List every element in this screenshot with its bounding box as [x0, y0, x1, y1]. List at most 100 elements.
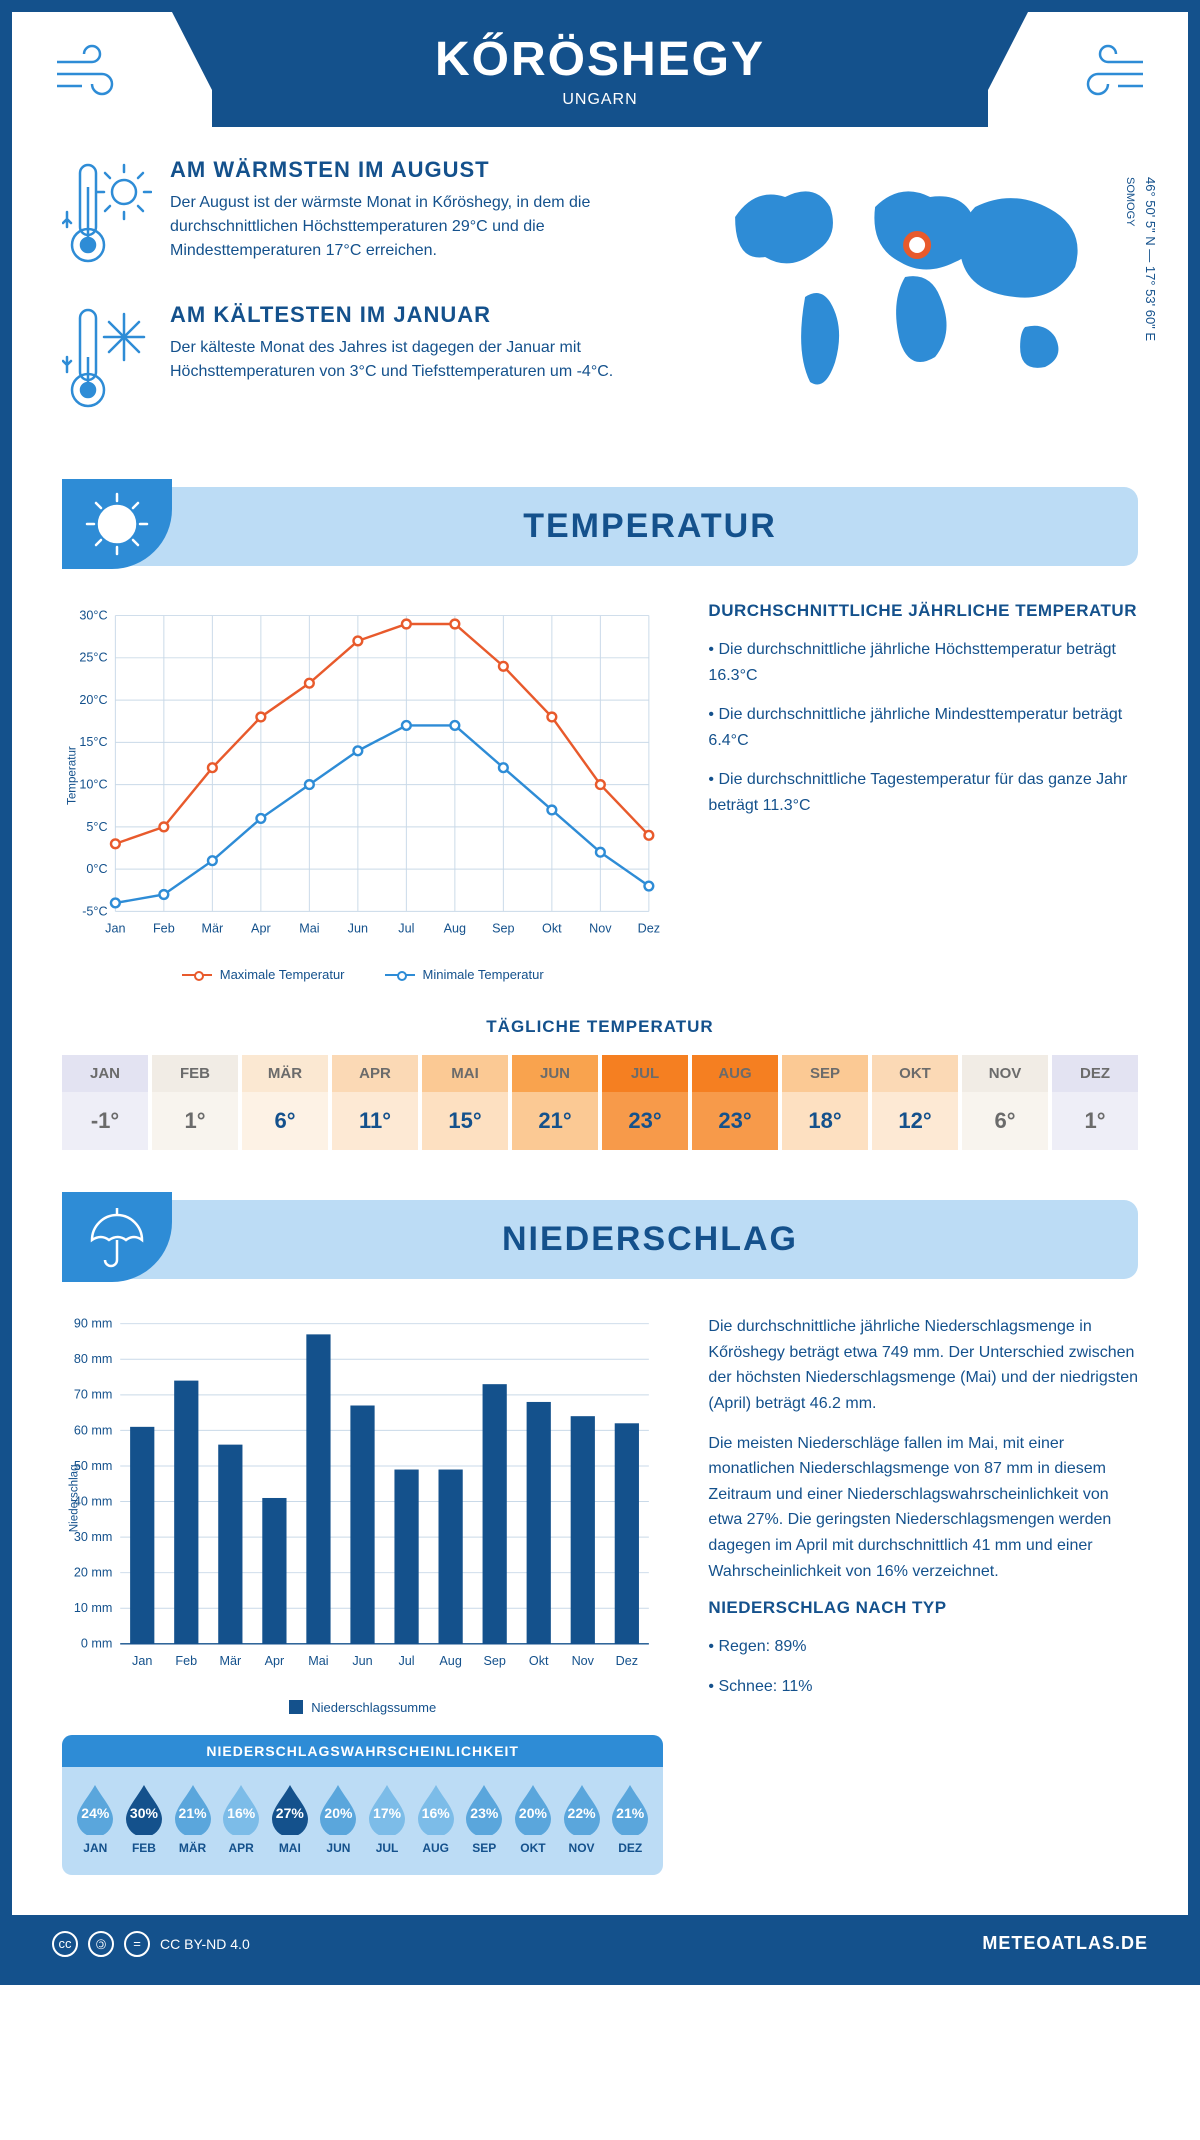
svg-text:Temperatur: Temperatur	[66, 746, 79, 805]
precip-prob-cell: 30%FEB	[121, 1781, 168, 1855]
precip-text-1: Die durchschnittliche jährliche Niedersc…	[708, 1314, 1138, 1416]
page-title: KŐRÖSHEGY	[212, 32, 988, 87]
thermometer-cold-icon	[62, 302, 152, 417]
svg-text:Apr: Apr	[265, 1654, 285, 1668]
temp-bullet: • Die durchschnittliche jährliche Höchst…	[708, 637, 1138, 688]
svg-text:60 mm: 60 mm	[74, 1423, 113, 1437]
temp-table-cell: MAI15°	[422, 1055, 508, 1150]
precip-type-bullet: • Schnee: 11%	[708, 1674, 1138, 1700]
warmest-title: AM WÄRMSTEN IM AUGUST	[170, 157, 632, 183]
precip-prob-title: NIEDERSCHLAGSWAHRSCHEINLICHKEIT	[62, 1735, 663, 1767]
svg-text:Mai: Mai	[299, 922, 319, 936]
temp-table-cell: SEP18°	[782, 1055, 868, 1150]
wind-decoration-icon	[52, 42, 132, 114]
svg-text:Jan: Jan	[105, 922, 125, 936]
precip-type-bullet: • Regen: 89%	[708, 1634, 1138, 1660]
temp-bullet: • Die durchschnittliche jährliche Mindes…	[708, 702, 1138, 753]
wind-decoration-icon	[1068, 42, 1148, 114]
svg-text:10 mm: 10 mm	[74, 1601, 113, 1615]
svg-text:Aug: Aug	[439, 1654, 461, 1668]
precip-prob-cell: 20%JUN	[315, 1781, 362, 1855]
temp-table-cell: APR11°	[332, 1055, 418, 1150]
cc-by-icon: 🄯	[88, 1931, 114, 1957]
svg-text:-5°C: -5°C	[82, 904, 107, 918]
page-subtitle: UNGARN	[212, 91, 988, 109]
temperature-section-header: TEMPERATUR	[62, 487, 1138, 566]
svg-text:Mai: Mai	[308, 1654, 328, 1668]
precipitation-probability-box: NIEDERSCHLAGSWAHRSCHEINLICHKEIT 24%JAN30…	[62, 1735, 663, 1875]
svg-text:Dez: Dez	[616, 1654, 638, 1668]
svg-text:Sep: Sep	[492, 922, 514, 936]
svg-text:Feb: Feb	[175, 1654, 197, 1668]
coldest-text: Der kälteste Monat des Jahres ist dagege…	[170, 336, 632, 384]
site-label: METEOATLAS.DE	[982, 1933, 1148, 1954]
precipitation-legend: Niederschlagssumme	[62, 1700, 663, 1715]
svg-text:Jul: Jul	[399, 1654, 415, 1668]
page-header: KŐRÖSHEGY UNGARN	[212, 12, 988, 127]
thermometer-hot-icon	[62, 157, 152, 272]
temperature-heading: TEMPERATUR	[182, 507, 1118, 546]
temp-table-cell: DEZ1°	[1052, 1055, 1138, 1150]
svg-text:80 mm: 80 mm	[74, 1352, 113, 1366]
svg-text:Niederschlag: Niederschlag	[68, 1465, 81, 1533]
temp-table-cell: AUG23°	[692, 1055, 778, 1150]
svg-text:10°C: 10°C	[79, 777, 107, 791]
svg-text:20°C: 20°C	[79, 693, 107, 707]
precipitation-section-header: NIEDERSCHLAG	[62, 1200, 1138, 1279]
precip-prob-cell: 21%DEZ	[607, 1781, 654, 1855]
svg-text:Nov: Nov	[572, 1654, 595, 1668]
temp-info-title: DURCHSCHNITTLICHE JÄHRLICHE TEMPERATUR	[708, 601, 1138, 621]
svg-text:20 mm: 20 mm	[74, 1566, 113, 1580]
warmest-fact: AM WÄRMSTEN IM AUGUST Der August ist der…	[62, 157, 632, 272]
temperature-legend: Maximale Temperatur Minimale Temperatur	[62, 967, 663, 982]
svg-text:Apr: Apr	[251, 922, 271, 936]
precipitation-heading: NIEDERSCHLAG	[182, 1220, 1118, 1259]
svg-text:0 mm: 0 mm	[81, 1637, 113, 1651]
svg-text:25°C: 25°C	[79, 651, 107, 665]
temp-bullet: • Die durchschnittliche Tagestemperatur …	[708, 767, 1138, 818]
precip-prob-cell: 16%APR	[218, 1781, 265, 1855]
precip-prob-cell: 27%MAI	[267, 1781, 314, 1855]
daily-temperature-table: JAN-1°FEB1°MÄR6°APR11°MAI15°JUN21°JUL23°…	[62, 1055, 1138, 1150]
page-footer: cc 🄯 = CC BY-ND 4.0 METEOATLAS.DE	[12, 1915, 1188, 1973]
svg-text:Jun: Jun	[352, 1654, 372, 1668]
precip-prob-cell: 21%MÄR	[169, 1781, 216, 1855]
sun-icon	[62, 479, 172, 569]
temp-table-cell: FEB1°	[152, 1055, 238, 1150]
world-map	[672, 157, 1138, 417]
svg-text:0°C: 0°C	[86, 862, 107, 876]
svg-text:90 mm: 90 mm	[74, 1317, 113, 1331]
svg-text:Jul: Jul	[398, 922, 414, 936]
svg-text:Jan: Jan	[132, 1654, 152, 1668]
svg-text:Mär: Mär	[202, 922, 224, 936]
cc-nd-icon: =	[124, 1931, 150, 1957]
temp-table-cell: OKT12°	[872, 1055, 958, 1150]
temperature-line-chart: -5°C0°C5°C10°C15°C20°C25°C30°CJanFebMärA…	[62, 601, 663, 950]
precipitation-bar-chart: 0 mm10 mm20 mm30 mm40 mm50 mm60 mm70 mm8…	[62, 1314, 663, 1683]
precip-prob-cell: 23%SEP	[461, 1781, 508, 1855]
coordinates-label: 46° 50' 5" N — 17° 53' 60" E	[1143, 177, 1158, 341]
temp-table-cell: NOV6°	[962, 1055, 1048, 1150]
temp-table-cell: JUL23°	[602, 1055, 688, 1150]
precip-prob-cell: 20%OKT	[510, 1781, 557, 1855]
svg-text:Feb: Feb	[153, 922, 175, 936]
temp-table-cell: MÄR6°	[242, 1055, 328, 1150]
cc-icon: cc	[52, 1931, 78, 1957]
svg-text:Okt: Okt	[529, 1654, 549, 1668]
umbrella-icon	[62, 1192, 172, 1282]
license-label: CC BY-ND 4.0	[160, 1936, 250, 1952]
svg-text:Jun: Jun	[348, 922, 368, 936]
svg-text:Aug: Aug	[444, 922, 466, 936]
svg-text:70 mm: 70 mm	[74, 1388, 113, 1402]
svg-text:Nov: Nov	[589, 922, 612, 936]
precip-text-2: Die meisten Niederschläge fallen im Mai,…	[708, 1431, 1138, 1585]
precip-prob-cell: 17%JUL	[364, 1781, 411, 1855]
svg-text:Dez: Dez	[638, 922, 660, 936]
coldest-fact: AM KÄLTESTEN IM JANUAR Der kälteste Mona…	[62, 302, 632, 417]
temp-table-cell: JUN21°	[512, 1055, 598, 1150]
temp-table-cell: JAN-1°	[62, 1055, 148, 1150]
svg-text:Mär: Mär	[219, 1654, 241, 1668]
precip-prob-cell: 24%JAN	[72, 1781, 119, 1855]
coldest-title: AM KÄLTESTEN IM JANUAR	[170, 302, 632, 328]
warmest-text: Der August ist der wärmste Monat in Kőrö…	[170, 191, 632, 263]
